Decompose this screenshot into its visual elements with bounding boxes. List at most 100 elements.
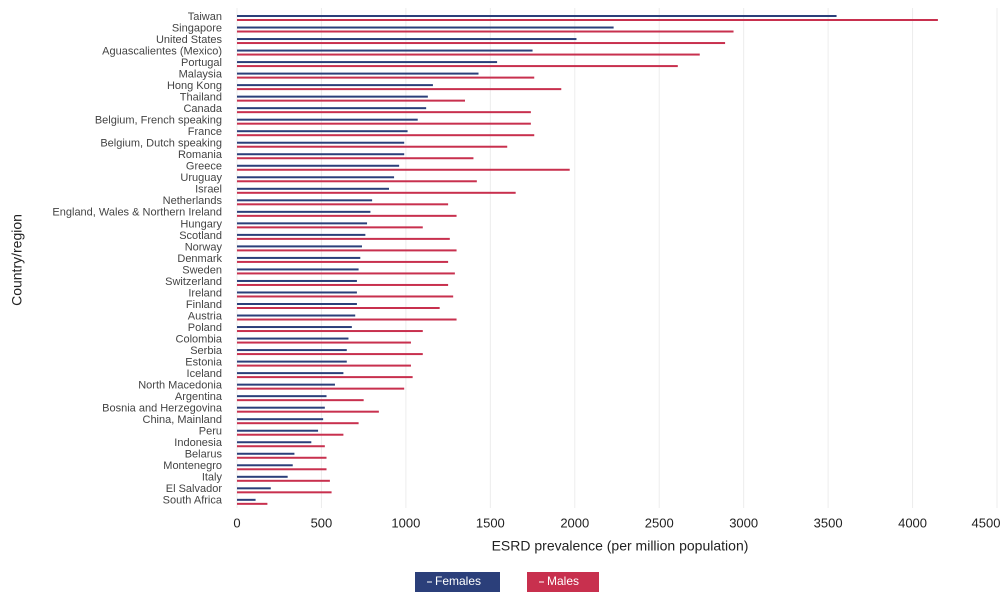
y-tick-label: Montenegro — [163, 460, 222, 472]
bar — [237, 168, 570, 171]
y-tick-label: Portugal — [181, 57, 222, 69]
bar — [237, 272, 455, 275]
bar — [237, 260, 449, 263]
bar — [237, 429, 319, 432]
y-tick-label: Romania — [178, 149, 223, 161]
y-tick-label: Estonia — [185, 357, 223, 369]
bar — [237, 433, 344, 436]
bar — [237, 330, 423, 333]
y-axis-title: Country/region — [9, 214, 25, 306]
bar — [237, 187, 389, 190]
bar — [237, 15, 837, 17]
y-tick-label: Norway — [185, 241, 223, 253]
y-tick-label: South Africa — [163, 495, 223, 507]
y-tick-label: Hungary — [180, 218, 222, 230]
bar — [237, 445, 325, 448]
bar — [237, 295, 454, 298]
bar — [237, 422, 359, 425]
bar — [237, 376, 413, 379]
y-tick-label: Taiwan — [188, 11, 222, 23]
y-tick-label: Finland — [186, 299, 222, 311]
bar — [237, 42, 726, 45]
bar — [237, 283, 449, 286]
bar — [237, 307, 440, 309]
bar — [237, 256, 361, 259]
bar — [237, 498, 256, 501]
bar — [237, 395, 327, 398]
y-tick-label: Iceland — [187, 368, 222, 380]
x-tick-label: 4000 — [898, 515, 927, 530]
bar — [237, 456, 327, 459]
y-tick-label: Belgium, Dutch speaking — [100, 138, 222, 150]
bar — [237, 353, 423, 356]
bar — [237, 291, 357, 294]
bar — [237, 418, 324, 421]
y-tick-label: Poland — [188, 322, 222, 334]
y-tick-label: Sweden — [182, 264, 222, 276]
bar — [237, 406, 325, 409]
y-tick-label: Belgium, French speaking — [95, 115, 222, 127]
y-tick-label: Netherlands — [163, 195, 223, 207]
bar — [237, 118, 418, 121]
bar — [237, 203, 449, 206]
y-tick-label: Peru — [199, 426, 222, 438]
y-tick-label: Scotland — [179, 230, 222, 242]
bar — [237, 341, 411, 344]
bar — [237, 88, 562, 91]
x-tick-label: 500 — [311, 515, 333, 530]
y-tick-label: France — [188, 126, 222, 138]
bar — [237, 383, 335, 386]
bar — [237, 337, 349, 340]
bar — [237, 84, 433, 87]
bar — [237, 249, 457, 252]
y-tick-label: Switzerland — [165, 276, 222, 288]
bar — [237, 145, 508, 148]
y-tick-label: Canada — [183, 103, 222, 115]
x-tick-label: 1500 — [476, 515, 505, 530]
x-tick-label: 4500 — [972, 515, 1001, 530]
bar — [237, 245, 362, 248]
legend-item: Males — [527, 572, 599, 592]
bar — [237, 360, 347, 363]
bar — [237, 214, 457, 217]
bar — [237, 164, 400, 167]
y-tick-label: El Salvador — [166, 483, 223, 495]
x-tick-label: 3500 — [814, 515, 843, 530]
bar — [237, 30, 734, 33]
bar — [237, 226, 423, 229]
bar — [237, 191, 516, 194]
bar — [237, 464, 293, 467]
x-tick-label: 2000 — [560, 515, 589, 530]
bar — [237, 502, 268, 505]
y-tick-label: Argentina — [175, 391, 223, 403]
bar — [237, 468, 327, 471]
bar — [237, 157, 474, 160]
bar — [237, 491, 332, 494]
bar — [237, 210, 371, 213]
bar — [237, 318, 457, 321]
y-tick-label: Singapore — [172, 22, 222, 34]
y-tick-label: Denmark — [177, 253, 222, 265]
bar — [237, 107, 427, 110]
bar — [237, 237, 450, 240]
bar — [237, 452, 295, 455]
bar — [237, 122, 531, 125]
bar — [237, 180, 477, 183]
bar — [237, 326, 352, 329]
bar — [237, 303, 357, 305]
y-tick-label: Greece — [186, 161, 222, 173]
x-tick-label: 3000 — [729, 515, 758, 530]
bar — [237, 479, 330, 482]
bar — [237, 61, 498, 64]
y-tick-label: China, Mainland — [143, 414, 223, 426]
legend-swatch — [415, 572, 500, 592]
y-tick-label: Colombia — [176, 333, 223, 345]
y-tick-label: Indonesia — [174, 437, 223, 449]
bar — [237, 38, 577, 41]
bar — [237, 130, 408, 133]
bar — [237, 268, 359, 271]
y-tick-label: England, Wales & Northern Ireland — [52, 207, 222, 219]
x-tick-label: 2500 — [645, 515, 674, 530]
bar — [237, 279, 357, 282]
